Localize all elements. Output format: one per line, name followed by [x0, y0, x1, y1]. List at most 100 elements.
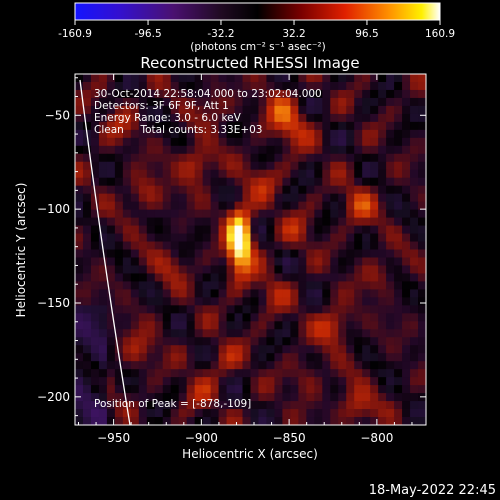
heatmap-cell — [218, 161, 227, 171]
heatmap-cell — [346, 217, 355, 226]
heatmap-cell — [402, 233, 411, 242]
heatmap-cell — [306, 337, 315, 346]
heatmap-cell — [90, 273, 100, 282]
heatmap-cell — [234, 153, 243, 163]
heatmap-cell — [354, 305, 363, 314]
heatmap-cell — [258, 385, 267, 394]
annotation-time-range: 30-Oct-2014 22:58:04.000 to 23:02:04.000 — [94, 88, 322, 100]
heatmap-cell — [322, 121, 331, 131]
heatmap-cell — [75, 337, 84, 346]
heatmap-cell — [346, 225, 355, 234]
heatmap-cell — [322, 257, 331, 266]
heatmap-cell — [394, 113, 403, 123]
colorbar-tick-label: -160.9 — [58, 28, 92, 40]
heatmap-cell — [314, 377, 323, 386]
heatmap-cell — [82, 273, 92, 282]
heatmap-cell — [146, 105, 156, 115]
heatmap-cell — [114, 385, 124, 394]
heatmap-cell — [218, 313, 227, 322]
heatmap-cell — [106, 409, 116, 418]
heatmap-cell — [226, 305, 235, 314]
heatmap-cell — [330, 241, 339, 250]
heatmap-cell — [290, 169, 299, 179]
heatmap-cell — [106, 273, 116, 282]
y-tick-label: −50 — [45, 108, 70, 122]
heatmap-cell — [98, 281, 108, 290]
peak-position-label: Position of Peak = [-878,-109] — [94, 398, 251, 410]
heatmap-cell — [178, 401, 188, 410]
heatmap-cell — [250, 233, 259, 242]
heatmap-cell — [386, 393, 395, 402]
heatmap-cell — [362, 74, 371, 83]
heatmap-cell — [370, 417, 379, 425]
heatmap-cell — [346, 401, 355, 410]
heatmap-cell — [362, 257, 371, 266]
heatmap-cell — [234, 145, 243, 155]
heatmap-cell — [354, 74, 363, 83]
heatmap-cell — [290, 113, 299, 123]
heatmap-cell — [194, 409, 204, 418]
heatmap-cell — [394, 97, 403, 107]
heatmap-cell — [226, 193, 235, 203]
heatmap-cell — [402, 209, 411, 218]
heatmap-cell — [362, 385, 371, 394]
heatmap-cell — [122, 345, 132, 354]
heatmap-cell — [394, 409, 403, 418]
heatmap-cell — [186, 209, 196, 218]
heatmap-cell — [226, 369, 235, 378]
heatmap-cell — [354, 217, 363, 226]
x-tick-label: −850 — [273, 431, 306, 445]
heatmap-cell — [386, 225, 395, 234]
heatmap-cell — [410, 393, 419, 402]
heatmap-cell — [210, 313, 219, 322]
heatmap-cell — [394, 393, 403, 402]
heatmap-cell — [314, 417, 323, 425]
heatmap-cell — [250, 401, 259, 410]
heatmap-cell — [306, 265, 315, 274]
heatmap-cell — [194, 74, 204, 83]
heatmap-cell — [242, 177, 251, 187]
heatmap-cell — [146, 273, 156, 282]
heatmap-cell — [234, 233, 243, 242]
heatmap-cell — [314, 401, 323, 410]
heatmap-cell — [226, 153, 235, 163]
heatmap-cell — [386, 401, 395, 410]
heatmap-cell — [298, 353, 307, 362]
heatmap-cell — [186, 201, 196, 211]
heatmap-cell — [410, 105, 419, 115]
heatmap-cell — [290, 201, 299, 211]
heatmap-cell — [170, 209, 180, 218]
heatmap-cell — [330, 74, 339, 83]
heatmap-cell — [370, 89, 379, 99]
heatmap-cell — [274, 401, 283, 410]
heatmap-cell — [146, 81, 156, 91]
heatmap-cell — [146, 249, 156, 258]
heatmap-cell — [314, 217, 323, 226]
heatmap-cell — [170, 121, 180, 131]
heatmap-cell — [362, 249, 371, 258]
heatmap-cell — [178, 241, 188, 250]
heatmap-cell — [146, 89, 156, 99]
heatmap-cell — [218, 105, 227, 115]
heatmap-cell — [362, 353, 371, 362]
heatmap-cell — [202, 345, 212, 354]
heatmap-cell — [330, 145, 339, 155]
heatmap-cell — [386, 145, 395, 155]
heatmap-cell — [378, 153, 387, 163]
heatmap-cell — [266, 377, 275, 386]
heatmap-cell — [138, 177, 148, 187]
heatmap-cell — [386, 241, 395, 250]
heatmap-cell — [130, 97, 140, 107]
heatmap-cell — [146, 401, 156, 410]
heatmap-cell — [106, 89, 116, 99]
heatmap-cell — [122, 241, 132, 250]
heatmap-cell — [186, 137, 196, 147]
heatmap-cell — [202, 193, 212, 203]
heatmap-cell — [394, 265, 403, 274]
heatmap-cell — [242, 161, 251, 171]
heatmap-cell — [314, 273, 323, 282]
heatmap-cell — [346, 345, 355, 354]
heatmap-cell — [130, 321, 140, 330]
heatmap-cell — [322, 113, 331, 123]
heatmap-cell — [274, 385, 283, 394]
